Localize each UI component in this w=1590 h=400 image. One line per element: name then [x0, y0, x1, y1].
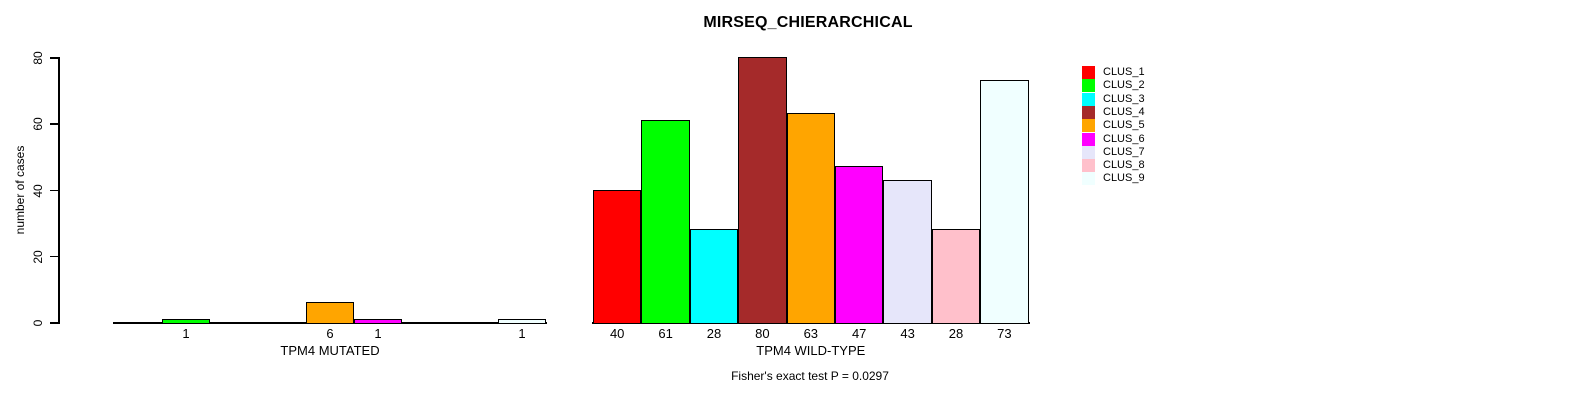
y-tick: [50, 189, 58, 191]
bar-clus-4-tpm4-wild-type: [738, 57, 787, 324]
legend-label-clus-1: CLUS_1: [1103, 66, 1145, 78]
x-axis-label-tpm4-wild-type: TPM4 WILD-TYPE: [756, 343, 866, 358]
bar-value-label: 6: [326, 326, 334, 341]
bar-clus-6-tpm4-wild-type: [835, 166, 884, 324]
bar-clus-8-tpm4-wild-type: [931, 229, 981, 324]
bar-value-label: 61: [658, 326, 673, 341]
y-tick-label: 40: [31, 183, 45, 198]
legend-swatch-clus-1: [1082, 66, 1095, 79]
bar-clus-2-tpm4-wild-type: [641, 119, 690, 324]
y-tick-label: 60: [31, 117, 45, 131]
bar-clus-6-tpm4-mutated: [354, 318, 402, 324]
bar-value-label: 63: [803, 326, 819, 341]
bar-value-label: 47: [851, 326, 867, 341]
bar-value-label: 73: [997, 326, 1012, 341]
legend-label-clus-9: CLUS_9: [1103, 172, 1145, 185]
bar-value-label: 1: [182, 326, 190, 341]
legend-swatch-clus-8: [1082, 159, 1095, 173]
y-axis-label: number of cases: [13, 145, 27, 235]
bar-value-label: 1: [374, 326, 382, 341]
legend-swatch-clus-3: [1082, 92, 1095, 106]
legend-label-clus-7: CLUS_7: [1103, 145, 1145, 158]
legend-swatch-clus-6: [1082, 132, 1095, 146]
y-tick: [50, 255, 58, 258]
bar-clus-9-tpm4-wild-type: [980, 80, 1029, 324]
legend-swatch-clus-2: [1082, 79, 1095, 93]
y-tick: [50, 57, 58, 59]
bar-value-label: 40: [609, 326, 625, 341]
y-axis-line: [58, 57, 60, 324]
bar-clus-7-tpm4-wild-type: [883, 179, 932, 324]
y-tick: [50, 322, 58, 324]
legend-swatch-clus-5: [1082, 119, 1095, 133]
legend-label-clus-2: CLUS_2: [1103, 79, 1145, 92]
fisher-test-note: Fisher's exact test P = 0.0297: [731, 369, 889, 383]
y-tick-label: 80: [31, 51, 45, 65]
bar-clus-2-tpm4-mutated: [162, 318, 210, 324]
y-tick: [50, 123, 58, 125]
bar-value-label: 28: [706, 326, 722, 341]
bar-value-label: 1: [518, 326, 526, 341]
bar-value-label: 80: [755, 326, 770, 341]
legend-swatch-clus-7: [1082, 145, 1095, 159]
y-tick-label: 20: [31, 250, 45, 264]
x-axis-label-tpm4-mutated: TPM4 MUTATED: [280, 343, 380, 358]
legend-swatch-clus-9: [1082, 172, 1095, 186]
legend-label-clus-5: CLUS_5: [1103, 119, 1145, 132]
bar-clus-3-tpm4-wild-type: [689, 229, 739, 324]
bar-clus-1-tpm4-wild-type: [593, 189, 642, 324]
legend-label-clus-3: CLUS_3: [1103, 92, 1145, 105]
bar-clus-5-tpm4-wild-type: [786, 113, 835, 324]
bar-value-label: 43: [900, 326, 915, 341]
bar-clus-5-tpm4-mutated: [306, 302, 354, 324]
legend-label-clus-4: CLUS_4: [1103, 105, 1145, 118]
y-tick-label: 0: [31, 319, 45, 327]
bar-clus-9-tpm4-mutated: [498, 318, 546, 324]
legend-label-clus-8: CLUS_8: [1103, 159, 1145, 172]
legend-label-clus-6: CLUS_6: [1103, 132, 1145, 145]
bar-value-label: 28: [948, 326, 964, 341]
chart-title: MIRSEQ_CHIERARCHICAL: [703, 14, 913, 31]
legend-swatch-clus-4: [1082, 105, 1095, 119]
